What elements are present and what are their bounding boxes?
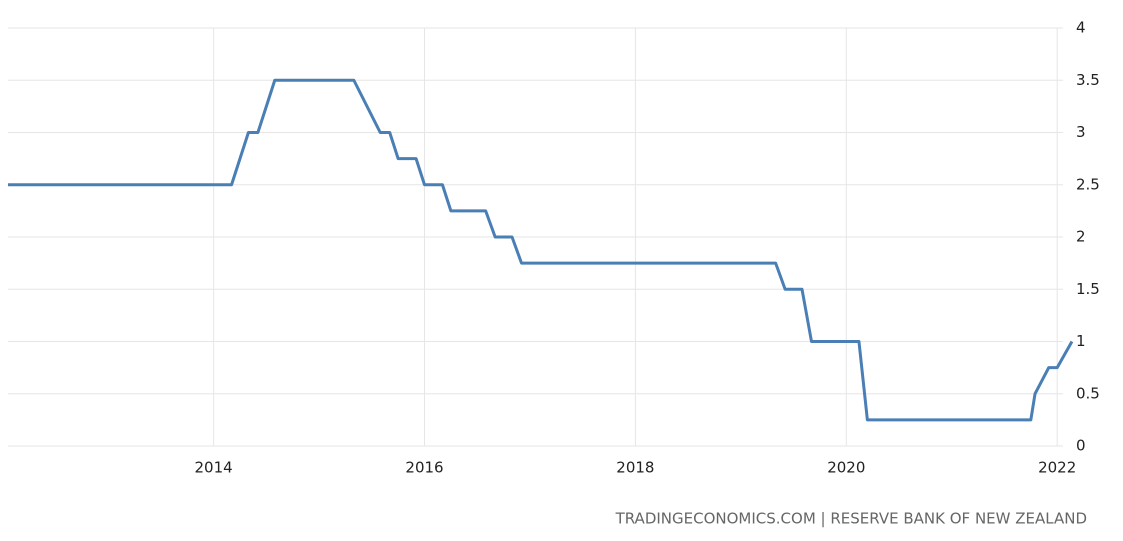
y-tick-label: 1.5	[1076, 280, 1100, 298]
x-tick-label: 2018	[616, 459, 654, 477]
y-tick-label: 2.5	[1076, 175, 1100, 193]
x-tick-label: 2020	[827, 459, 865, 477]
source: TRADINGECONOMICS.COM | RESERVE BANK OF N…	[615, 510, 1087, 528]
y-tick-label: 0.5	[1076, 384, 1100, 402]
data-line	[8, 78, 1074, 422]
y-tick-label: 4	[1076, 19, 1086, 37]
x-tick-label: 2022	[1038, 459, 1076, 477]
y-tick-label: 1	[1076, 332, 1086, 350]
y-tick-label: 0	[1076, 437, 1086, 455]
y-tick-label: 3	[1076, 123, 1086, 141]
x-tick-label: 2016	[405, 459, 443, 477]
x-tick-label: 2014	[195, 459, 233, 477]
y-tick-label: 2	[1076, 228, 1086, 246]
y-tick-label: 3.5	[1076, 71, 1100, 89]
